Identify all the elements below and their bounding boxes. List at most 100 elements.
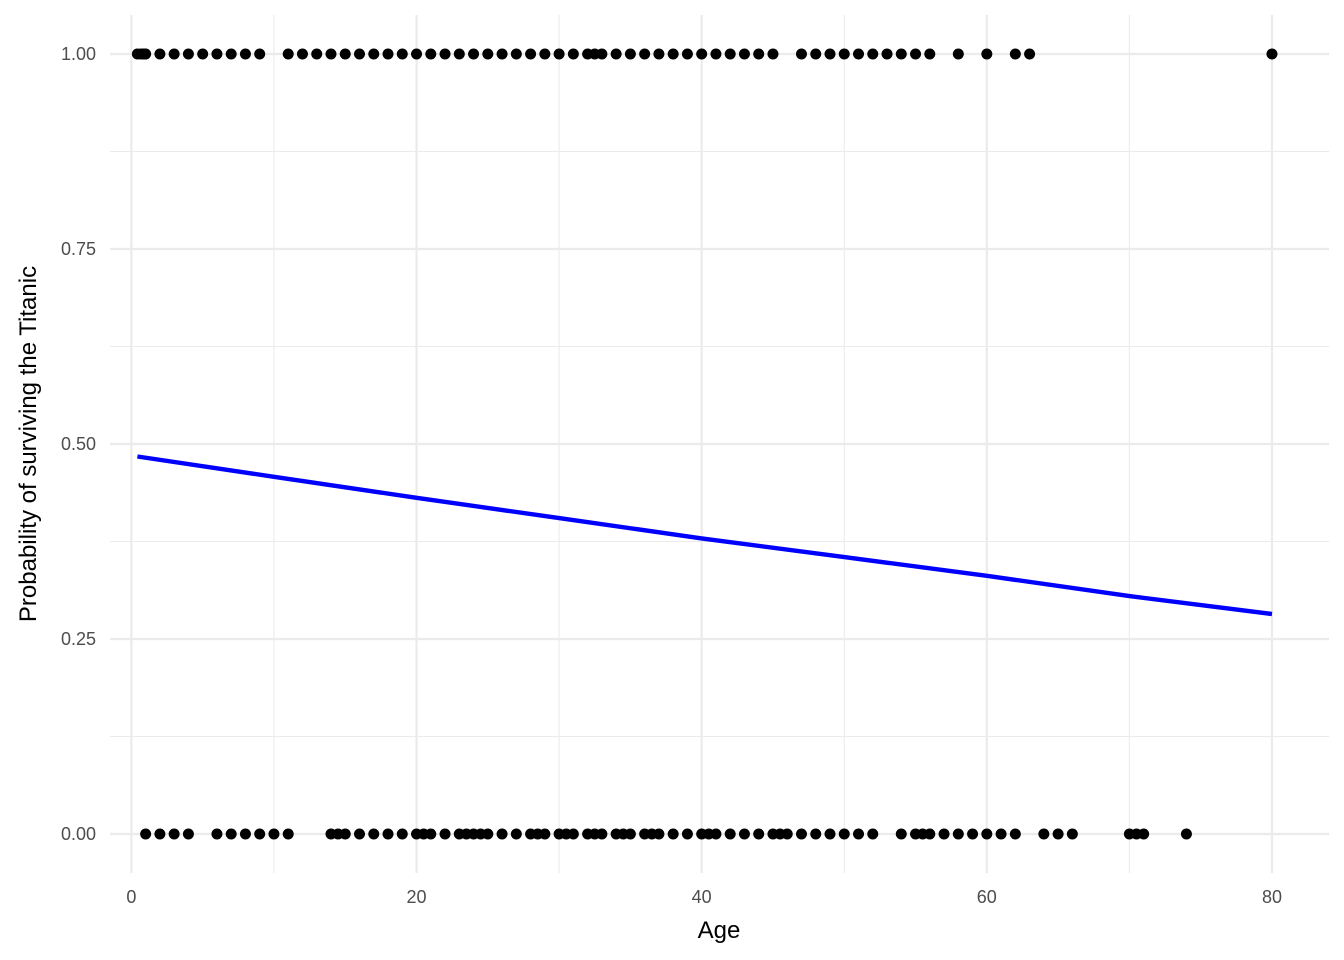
x-axis-title: Age [698, 917, 741, 944]
data-point [767, 48, 779, 60]
data-point [1009, 48, 1021, 60]
data-point [653, 828, 665, 840]
data-point [910, 48, 922, 60]
x-axis-ticks: 0 20 40 60 80 [126, 887, 1282, 907]
data-point [895, 828, 907, 840]
data-point [639, 48, 651, 60]
data-point [810, 828, 822, 840]
data-point [667, 48, 679, 60]
data-point [154, 828, 166, 840]
data-point [838, 828, 850, 840]
data-point [211, 828, 223, 840]
data-point [354, 828, 366, 840]
data-point [510, 48, 522, 60]
data-point [1180, 828, 1192, 840]
data-point [553, 48, 565, 60]
y-axis-ticks: 0.00 0.25 0.50 0.75 1.00 [61, 44, 96, 844]
data-point [154, 48, 166, 60]
data-point [681, 828, 693, 840]
data-point [824, 48, 836, 60]
y-tick-label: 0.00 [61, 824, 96, 844]
data-point [795, 48, 807, 60]
data-point [967, 828, 979, 840]
x-tick-label: 80 [1262, 887, 1282, 907]
data-point [710, 48, 722, 60]
data-point [667, 828, 679, 840]
data-point [981, 828, 993, 840]
fit-line [137, 454, 1273, 617]
data-point [425, 828, 437, 840]
data-point [596, 828, 608, 840]
data-point [368, 828, 380, 840]
data-point [197, 48, 209, 60]
data-point [1066, 828, 1078, 840]
data-point [254, 48, 266, 60]
data-point [881, 48, 893, 60]
data-point [168, 48, 180, 60]
data-point [567, 828, 579, 840]
data-point [624, 48, 636, 60]
data-point [952, 828, 964, 840]
data-point [396, 48, 408, 60]
data-point [239, 48, 251, 60]
fit-line-group [137, 454, 1273, 617]
data-point [995, 828, 1007, 840]
data-point [425, 48, 437, 60]
data-point [439, 828, 451, 840]
data-point [496, 48, 508, 60]
data-point [724, 828, 736, 840]
y-tick-label: 0.75 [61, 239, 96, 259]
data-point [653, 48, 665, 60]
data-point [624, 828, 636, 840]
data-point [225, 48, 237, 60]
data-point [211, 48, 223, 60]
data-point [1024, 48, 1036, 60]
data-point [411, 48, 423, 60]
x-tick-label: 0 [126, 887, 136, 907]
data-point [1138, 828, 1150, 840]
data-point [681, 48, 693, 60]
data-point [696, 48, 708, 60]
data-point [482, 828, 494, 840]
x-tick-label: 40 [692, 887, 712, 907]
data-point [738, 828, 750, 840]
data-point [596, 48, 608, 60]
data-point [853, 48, 865, 60]
y-tick-label: 0.50 [61, 434, 96, 454]
data-point [354, 48, 366, 60]
data-point [1009, 828, 1021, 840]
data-point [738, 48, 750, 60]
scatter-points [131, 48, 1278, 840]
data-point [525, 48, 537, 60]
data-point [140, 828, 152, 840]
data-point [182, 48, 194, 60]
data-point [482, 48, 494, 60]
data-point [1038, 828, 1050, 840]
data-point [239, 828, 251, 840]
data-point [225, 828, 237, 840]
data-point [924, 48, 936, 60]
data-point [567, 48, 579, 60]
data-point [824, 828, 836, 840]
data-point [168, 828, 180, 840]
data-point [753, 828, 765, 840]
data-point [140, 48, 152, 60]
data-point [952, 48, 964, 60]
data-point [382, 48, 394, 60]
data-point [981, 48, 993, 60]
data-point [1266, 48, 1278, 60]
x-tick-label: 60 [977, 887, 997, 907]
y-tick-label: 0.25 [61, 629, 96, 649]
data-point [311, 48, 323, 60]
data-point [182, 828, 194, 840]
data-point [853, 828, 865, 840]
data-point [924, 828, 936, 840]
data-point [282, 828, 294, 840]
data-point [268, 828, 280, 840]
data-point [938, 828, 950, 840]
data-point [382, 828, 394, 840]
data-point [781, 828, 793, 840]
data-point [254, 828, 266, 840]
